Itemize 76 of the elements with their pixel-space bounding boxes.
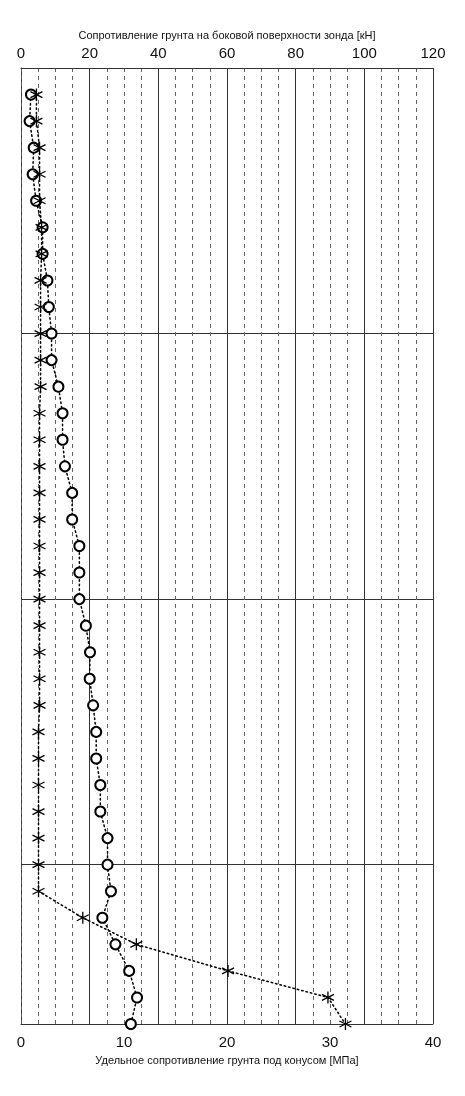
point: [31, 725, 46, 739]
point: [90, 725, 103, 738]
point: [32, 645, 47, 659]
x2-tick-label: 0: [16, 44, 26, 61]
point: [32, 512, 47, 527]
point: [79, 619, 92, 632]
point: [32, 592, 47, 606]
point: [32, 406, 47, 420]
point: [29, 87, 44, 102]
x-tick-label: 0: [16, 1033, 26, 1050]
point: [32, 459, 47, 473]
point: [123, 964, 136, 977]
point: [84, 646, 97, 659]
x2-tick-label: 100: [351, 44, 377, 61]
point: [32, 698, 47, 712]
point: [45, 327, 58, 340]
point: [73, 540, 86, 552]
point: [45, 354, 58, 367]
point: [109, 938, 122, 951]
point: [31, 884, 46, 898]
point: [58, 460, 71, 473]
point: [56, 433, 69, 446]
point: [129, 937, 144, 951]
point: [31, 831, 46, 845]
point: [66, 486, 79, 499]
point: [96, 911, 109, 924]
x2-tick-label: 20: [81, 44, 99, 61]
point: [32, 433, 47, 447]
point: [101, 832, 114, 845]
point: [32, 565, 47, 580]
point: [32, 194, 47, 208]
x2-tick-label: 80: [287, 44, 305, 61]
point: [94, 779, 107, 791]
point: [73, 593, 86, 606]
point: [124, 1018, 137, 1030]
point: [66, 513, 79, 526]
point: [42, 301, 55, 313]
point: [31, 778, 46, 792]
point: [31, 751, 46, 766]
point: [76, 911, 90, 925]
point: [104, 885, 117, 898]
point: [29, 114, 44, 128]
point: [31, 804, 46, 819]
point: [32, 619, 47, 633]
point: [33, 300, 48, 314]
x2-tick-label: 120: [420, 44, 446, 61]
point: [32, 539, 47, 553]
point: [94, 805, 107, 818]
point: [56, 407, 69, 420]
point: [32, 486, 47, 500]
point: [83, 672, 96, 685]
x2-axis-title: Сопротивление грунта на боковой поверхности зонда [кН]: [78, 28, 376, 41]
x-tick-label: 20: [218, 1033, 236, 1050]
x2-tick-label: 60: [218, 44, 236, 61]
point: [52, 380, 65, 393]
point: [32, 167, 47, 181]
point: [33, 380, 48, 394]
point: [32, 672, 47, 686]
point: [90, 752, 103, 765]
point: [73, 566, 86, 579]
point: [221, 964, 235, 978]
point: [33, 273, 48, 288]
point: [87, 699, 100, 712]
point: [321, 990, 335, 1005]
point: [131, 991, 144, 1004]
point: [31, 858, 46, 872]
point: [33, 353, 48, 367]
point: [338, 1017, 353, 1031]
x-tick-label: 30: [321, 1033, 339, 1050]
x-tick-label: 40: [424, 1033, 442, 1050]
x-tick-label: 10: [115, 1033, 133, 1050]
x-axis-title: Удельное сопротивление грунта под конусом [МПа]: [95, 1053, 359, 1066]
point: [101, 858, 114, 871]
point: [33, 326, 48, 341]
x2-tick-label: 40: [149, 44, 167, 61]
point: [32, 141, 47, 155]
